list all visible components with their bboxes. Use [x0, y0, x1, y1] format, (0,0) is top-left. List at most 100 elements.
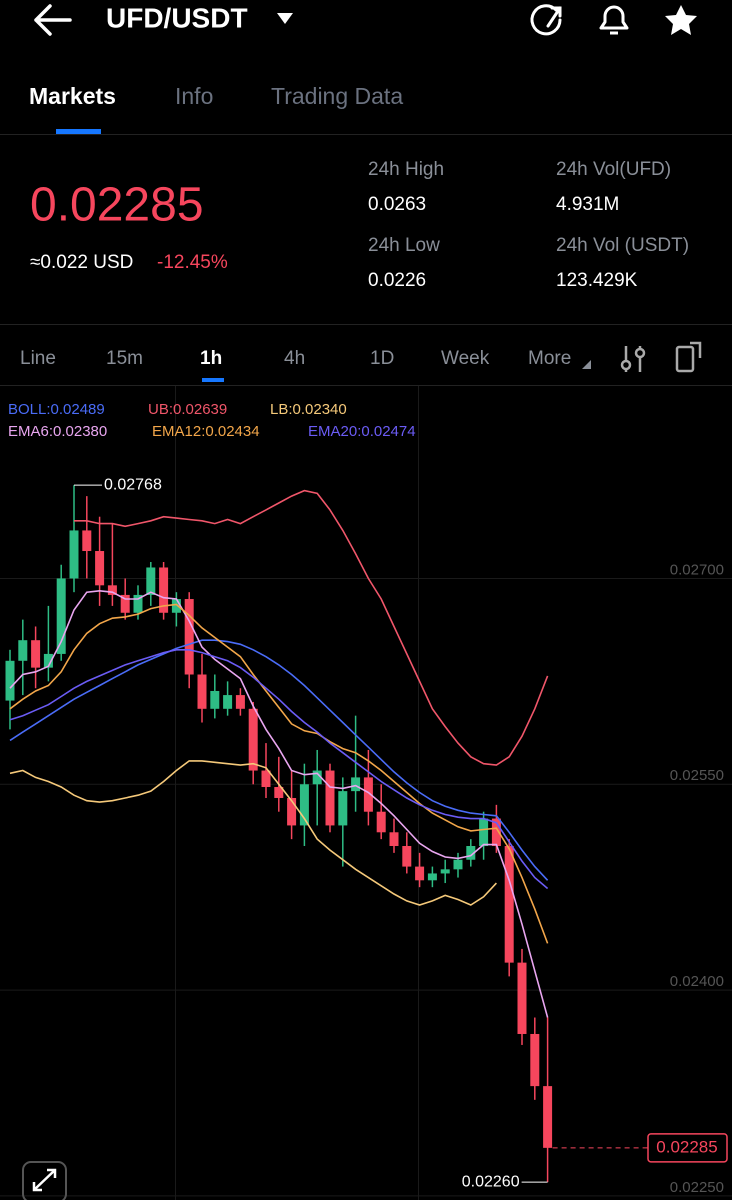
- candle-body: [351, 777, 361, 792]
- candle-body: [389, 832, 399, 847]
- candle-body: [530, 1033, 540, 1087]
- tab[interactable]: Trading Data: [271, 83, 403, 109]
- candle-body: [427, 873, 437, 881]
- indicator-legend: LB:0.02340: [270, 401, 347, 418]
- candle-body: [197, 674, 207, 709]
- candlestick-chart: 0.02700 0.02550 0.02400 0.02250 BOLL:0.02489…: [0, 401, 732, 1197]
- candle-body: [299, 784, 309, 826]
- stat-value: 123.429K: [556, 270, 638, 291]
- favorite-icon[interactable]: [665, 5, 697, 35]
- candle-body: [235, 695, 245, 709]
- interval-indicator: [202, 378, 224, 382]
- indicator-line: [9, 589, 549, 1018]
- interval[interactable]: More: [528, 348, 571, 369]
- candle-body: [504, 846, 514, 963]
- candle-body: [376, 811, 386, 833]
- grid-line-vertical: [175, 386, 176, 1200]
- candle-body: [261, 770, 271, 788]
- candle-body: [18, 640, 28, 661]
- interval[interactable]: 1D: [370, 348, 394, 369]
- candle-body: [5, 660, 15, 701]
- alert-icon[interactable]: [599, 5, 629, 35]
- indicator-line: [9, 649, 549, 890]
- candle-body: [287, 797, 297, 826]
- expand-button[interactable]: [22, 1161, 67, 1200]
- y-tick-label: 0.02250: [670, 1179, 724, 1196]
- candle-body: [210, 690, 220, 709]
- candle-body: [146, 567, 156, 595]
- candle-body: [415, 866, 425, 881]
- more-arrow: [582, 360, 591, 369]
- indicator-legend: BOLL:0.02489: [8, 401, 105, 418]
- interval[interactable]: 4h: [284, 348, 305, 369]
- indicator-legend: EMA6:0.02380: [8, 423, 107, 440]
- candle-body: [82, 530, 92, 552]
- candle-body: [69, 530, 79, 579]
- candle-body: [543, 1086, 553, 1148]
- y-tick-label: 0.02700: [670, 561, 724, 578]
- y-tick-label: 0.02400: [670, 973, 724, 990]
- stat-label: 24h Low: [368, 235, 440, 256]
- candle-body: [159, 567, 169, 613]
- price-change: -12.45%: [157, 252, 228, 273]
- last-price-box: [647, 1133, 728, 1163]
- pair-title[interactable]: UFD/USDT: [106, 2, 248, 33]
- indicator-legend: UB:0.02639: [148, 401, 227, 418]
- candle-body: [248, 708, 258, 771]
- stat-label: 24h High: [368, 159, 444, 180]
- candle-body: [479, 818, 489, 847]
- indicator-legend: EMA12:0.02434: [152, 423, 260, 440]
- high-label: 0.02768: [104, 476, 162, 493]
- tab-indicator: [56, 129, 101, 134]
- indicator-line: [9, 603, 549, 944]
- stat-label: 24h Vol (USDT): [556, 235, 689, 256]
- interval[interactable]: Line: [20, 348, 56, 369]
- candle-body: [440, 869, 450, 874]
- y-tick-label: 0.02550: [670, 767, 724, 784]
- candle-body: [133, 594, 143, 613]
- candle-body: [363, 777, 373, 812]
- interval[interactable]: Week: [441, 348, 490, 369]
- stat-value: 0.0263: [368, 194, 426, 215]
- candle-body: [338, 791, 348, 826]
- back-button[interactable]: [34, 4, 72, 36]
- candle-body: [43, 653, 53, 668]
- divider: [0, 385, 732, 386]
- low-label: 0.02260: [462, 1173, 520, 1190]
- candle-body: [312, 770, 322, 785]
- orientation-toggle[interactable]: [675, 341, 702, 373]
- stat-label: 24h Vol(UFD): [556, 159, 671, 180]
- candle-body: [223, 695, 233, 709]
- candle-body: [517, 962, 527, 1034]
- tab[interactable]: Markets: [29, 83, 116, 109]
- candle-body: [120, 594, 130, 613]
- indicator-line: [9, 639, 549, 881]
- candle-body: [107, 585, 117, 595]
- indicator-legend: EMA20:0.02474: [308, 423, 416, 440]
- candle-body: [171, 599, 181, 613]
- candle-body: [56, 578, 66, 654]
- indicator-settings[interactable]: [620, 346, 646, 372]
- candle-body: [402, 846, 412, 867]
- stat-value: 0.0226: [368, 270, 426, 291]
- stat-value: 4.931M: [556, 194, 619, 215]
- candle-body: [325, 770, 335, 826]
- share-icon[interactable]: [530, 4, 562, 36]
- tab[interactable]: Info: [175, 83, 213, 109]
- indicator-line: [9, 760, 497, 906]
- grid-line-vertical: [418, 386, 419, 1200]
- candle-body: [491, 818, 501, 847]
- last-price-label: 0.02285: [656, 1137, 717, 1156]
- candle-body: [95, 551, 105, 586]
- interval[interactable]: 1h: [200, 348, 222, 369]
- pair-dropdown[interactable]: [277, 13, 293, 24]
- last-price: 0.02285: [30, 179, 204, 232]
- interval[interactable]: 15m: [106, 348, 143, 369]
- candle-body: [31, 640, 41, 668]
- divider: [0, 324, 732, 325]
- usd-price: ≈0.022 USD: [30, 252, 133, 273]
- candle-body: [184, 599, 194, 675]
- divider: [0, 134, 732, 135]
